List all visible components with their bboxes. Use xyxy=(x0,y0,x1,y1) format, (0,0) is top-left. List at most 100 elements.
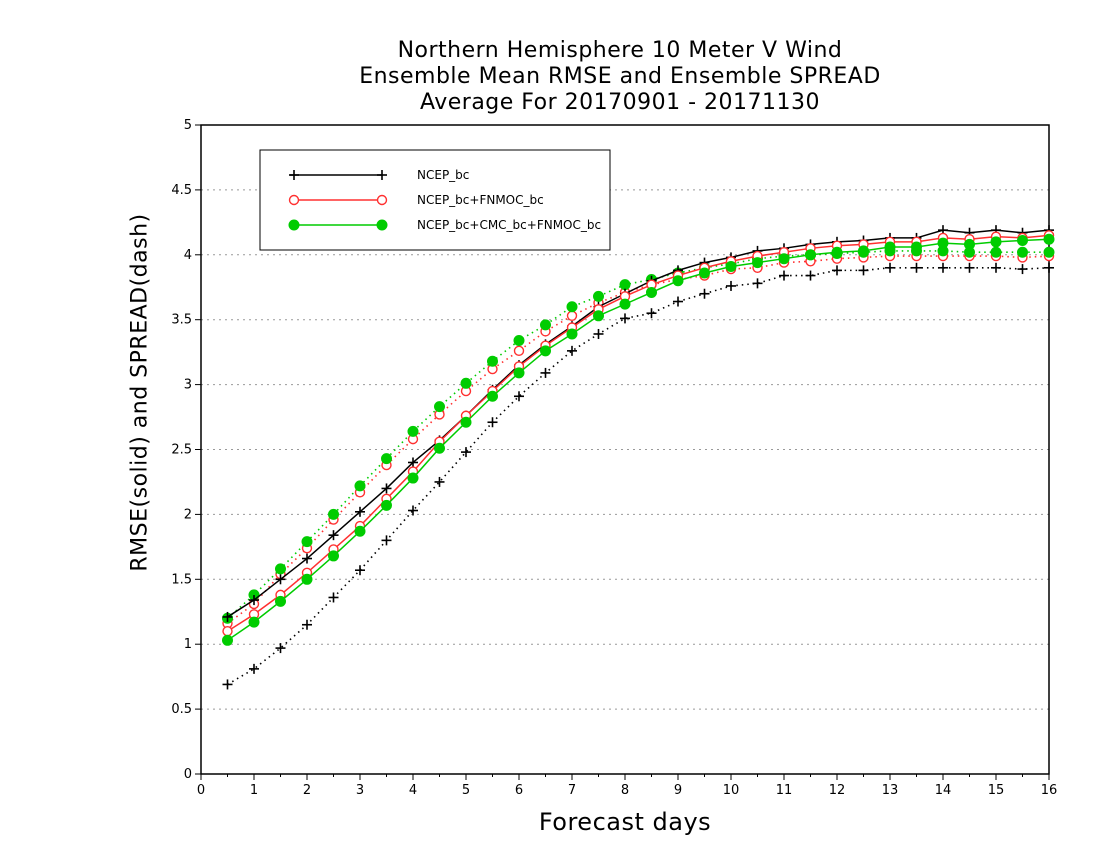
legend-label-1: NCEP_bc+FNMOC_bc xyxy=(417,193,544,207)
series-0-spread-point-26 xyxy=(911,262,922,273)
series-0-spread-point-14 xyxy=(593,328,604,339)
legend-marker-right-2 xyxy=(376,219,388,231)
series-2-spread-point-15 xyxy=(619,279,631,291)
series-1-rmse-line xyxy=(227,234,1050,632)
series-1-spread-line xyxy=(227,255,1050,625)
series-0-spread-point-1 xyxy=(249,663,259,674)
series-0-spread-point-12 xyxy=(540,367,551,378)
series-2-spread-line xyxy=(226,250,1049,619)
y-tick-label-1: 0.5 xyxy=(171,702,192,717)
series-0-rmse-line xyxy=(227,229,1050,618)
series-0-rmse-point-5 xyxy=(355,506,365,517)
legend-label-0: NCEP_bc xyxy=(417,168,469,182)
series-2-rmse-point-21 xyxy=(778,253,790,265)
x-tick-label-7: 7 xyxy=(568,783,576,798)
series-0-spread-point-28 xyxy=(964,262,975,273)
series-0-spread-point-3 xyxy=(302,619,312,630)
series-2-spread-point-3 xyxy=(301,536,313,548)
series-2-rmse-point-9 xyxy=(460,416,472,428)
series-2-rmse-point-5 xyxy=(354,525,366,537)
series-2-rmse-point-2 xyxy=(275,595,286,607)
series-2-rmse-point-0 xyxy=(222,634,233,646)
x-tick-label-11: 11 xyxy=(776,783,793,798)
series-2-rmse-point-22 xyxy=(805,249,816,261)
series-2-rmse-point-23 xyxy=(831,246,843,258)
x-tick-label-3: 3 xyxy=(356,783,364,798)
series-0-rmse-point-2 xyxy=(275,574,286,585)
y-tick-label-10: 5 xyxy=(184,118,192,133)
series-2-rmse-point-14 xyxy=(593,310,604,322)
y-tick-label-0: 0 xyxy=(184,767,192,782)
series-2-rmse-point-28 xyxy=(964,238,975,250)
series-2-rmse-point-26 xyxy=(911,241,922,253)
x-tick-label-4: 4 xyxy=(409,783,417,798)
y-tick-label-4: 2 xyxy=(184,507,192,522)
series-0-spread-point-21 xyxy=(779,270,789,281)
series-2-spread-point-14 xyxy=(593,290,604,302)
series-2-rmse-point-3 xyxy=(301,573,313,585)
series-0-spread-line xyxy=(227,266,1050,686)
x-tick-label-1: 1 xyxy=(250,783,258,798)
series-0-rmse-point-0 xyxy=(222,611,233,622)
series-0-spread-point-6 xyxy=(381,535,392,546)
series-0-spread-point-4 xyxy=(328,592,339,603)
series-2-rmse-point-1 xyxy=(248,616,260,628)
series-0-spread-point-13 xyxy=(567,345,577,356)
series-2-spread-point-5 xyxy=(354,480,366,492)
series-2-rmse-point-15 xyxy=(619,298,631,310)
series-0-spread-point-23 xyxy=(832,265,842,276)
series-0-spread-point-15 xyxy=(620,313,630,324)
series-0-rmse-point-3 xyxy=(302,553,312,564)
legend-marker-left-2 xyxy=(288,219,300,231)
x-tick-label-9: 9 xyxy=(674,783,682,798)
series-2-spread-point-30 xyxy=(1017,246,1028,258)
y-tick-label-6: 3 xyxy=(184,378,192,393)
y-tick-label-2: 1 xyxy=(184,637,192,652)
series-2-spread-point-31 xyxy=(1043,246,1055,258)
x-axis-label: Forecast days xyxy=(538,808,712,836)
series-0-spread-point-11 xyxy=(514,391,524,402)
series-2-rmse-point-6 xyxy=(381,499,392,511)
series-2-spread-point-6 xyxy=(381,453,392,465)
x-tick-label-5: 5 xyxy=(462,783,470,798)
x-tick-label-6: 6 xyxy=(515,783,523,798)
series-0-spread-point-16 xyxy=(646,308,657,319)
legend-label-2: NCEP_bc+CMC_bc+FNMOC_bc xyxy=(417,218,601,232)
series-1-spread-point-11 xyxy=(513,345,525,357)
series-2-rmse-point-18 xyxy=(699,267,710,279)
series-0-rmse-point-4 xyxy=(328,530,339,541)
series-0-spread-point-9 xyxy=(461,447,471,458)
series-0-spread-point-27 xyxy=(938,262,948,273)
series-2-spread-point-2 xyxy=(275,563,286,575)
series-2-spread-point-10 xyxy=(487,355,498,367)
series-2-spread-point-4 xyxy=(328,508,339,520)
series-0-spread-point-10 xyxy=(487,417,498,428)
series-0-spread-point-25 xyxy=(885,262,895,273)
series-0-spread-point-5 xyxy=(355,565,365,576)
series-1-rmse-point-0 xyxy=(222,626,233,637)
series-2-rmse-point-13 xyxy=(566,328,578,340)
series-0-spread-point-18 xyxy=(699,288,710,299)
y-axis-label: RMSE(solid) and SPREAD(dash) xyxy=(127,213,153,572)
x-tick-label-2: 2 xyxy=(303,783,311,798)
series-2-spread-point-13 xyxy=(566,301,578,313)
series-0-spread-point-17 xyxy=(673,296,683,307)
chart-title-line-3: Average For 20170901 - 20171130 xyxy=(419,90,821,115)
series-2-rmse-point-16 xyxy=(646,286,657,298)
series-0-spread-point-7 xyxy=(408,505,418,516)
chart-title-line-2: Ensemble Mean RMSE and Ensemble SPREAD xyxy=(359,64,881,89)
y-tick-label-7: 3.5 xyxy=(171,313,192,328)
series-2-rmse-point-31 xyxy=(1043,233,1055,245)
x-tick-label-15: 15 xyxy=(988,783,1005,798)
series-2-rmse-point-27 xyxy=(937,237,949,249)
x-tick-label-14: 14 xyxy=(935,783,952,798)
series-2-spread-point-12 xyxy=(540,319,551,331)
series-0-spread-point-8 xyxy=(434,476,445,487)
y-tick-label-9: 4.5 xyxy=(171,183,192,198)
series-0-rmse-point-1 xyxy=(249,595,259,606)
x-tick-label-13: 13 xyxy=(882,783,899,798)
series-0-spread-point-30 xyxy=(1017,264,1028,275)
y-tick-label-3: 1.5 xyxy=(171,572,192,587)
series-2-rmse-line xyxy=(227,238,1050,641)
